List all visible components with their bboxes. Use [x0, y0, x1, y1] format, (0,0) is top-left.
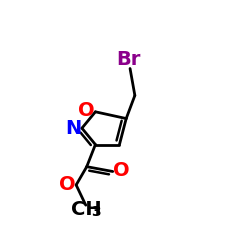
Text: O: O — [113, 161, 130, 180]
Text: O: O — [78, 101, 95, 120]
Text: N: N — [65, 119, 82, 138]
Text: CH: CH — [72, 200, 102, 218]
Text: 3: 3 — [92, 205, 101, 219]
Text: Br: Br — [116, 50, 140, 69]
Text: O: O — [59, 174, 76, 194]
